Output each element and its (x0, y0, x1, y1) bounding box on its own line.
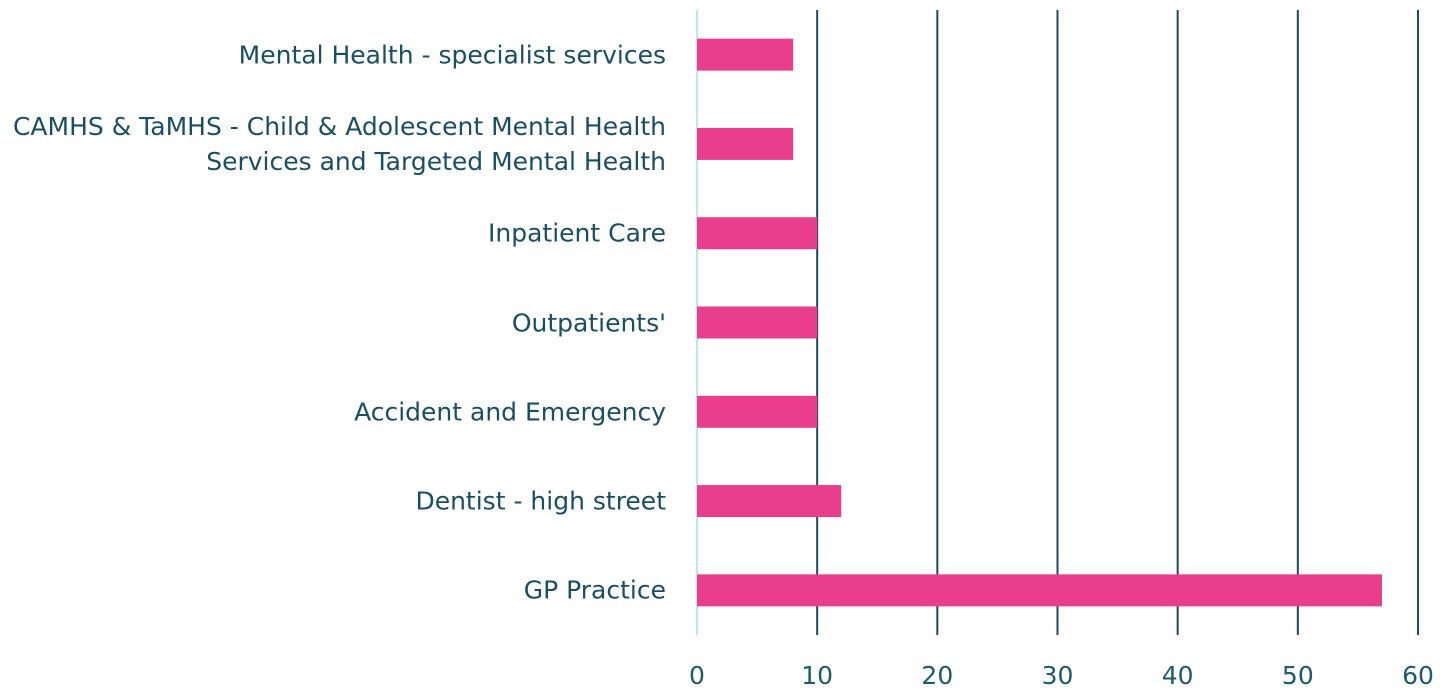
bar (697, 38, 794, 71)
y-tick-label: Accident and Emergency (354, 397, 666, 427)
x-tick-label: 10 (801, 661, 833, 690)
x-tick-label: 30 (1042, 661, 1074, 690)
y-tick-label: Mental Health - specialist services (238, 40, 666, 70)
bar (697, 217, 818, 250)
bar (697, 127, 794, 160)
bar (697, 485, 842, 518)
x-tick-label: 20 (921, 661, 953, 690)
y-tick-label: CAMHS & TaMHS - Child & Adolescent Menta… (12, 111, 666, 176)
bar (697, 395, 818, 428)
y-tick-label: Outpatients' (511, 308, 666, 337)
x-tick-label: 60 (1402, 661, 1434, 690)
x-tick-label: 0 (689, 661, 705, 690)
bar (697, 574, 1382, 607)
y-tick-label: Dentist - high street (415, 486, 666, 516)
y-tick-label: GP Practice (523, 575, 666, 605)
x-tick-label: 50 (1282, 661, 1314, 690)
y-tick-label: Inpatient Care (487, 218, 666, 248)
bar (697, 306, 818, 339)
x-tick-label: 40 (1162, 661, 1194, 690)
